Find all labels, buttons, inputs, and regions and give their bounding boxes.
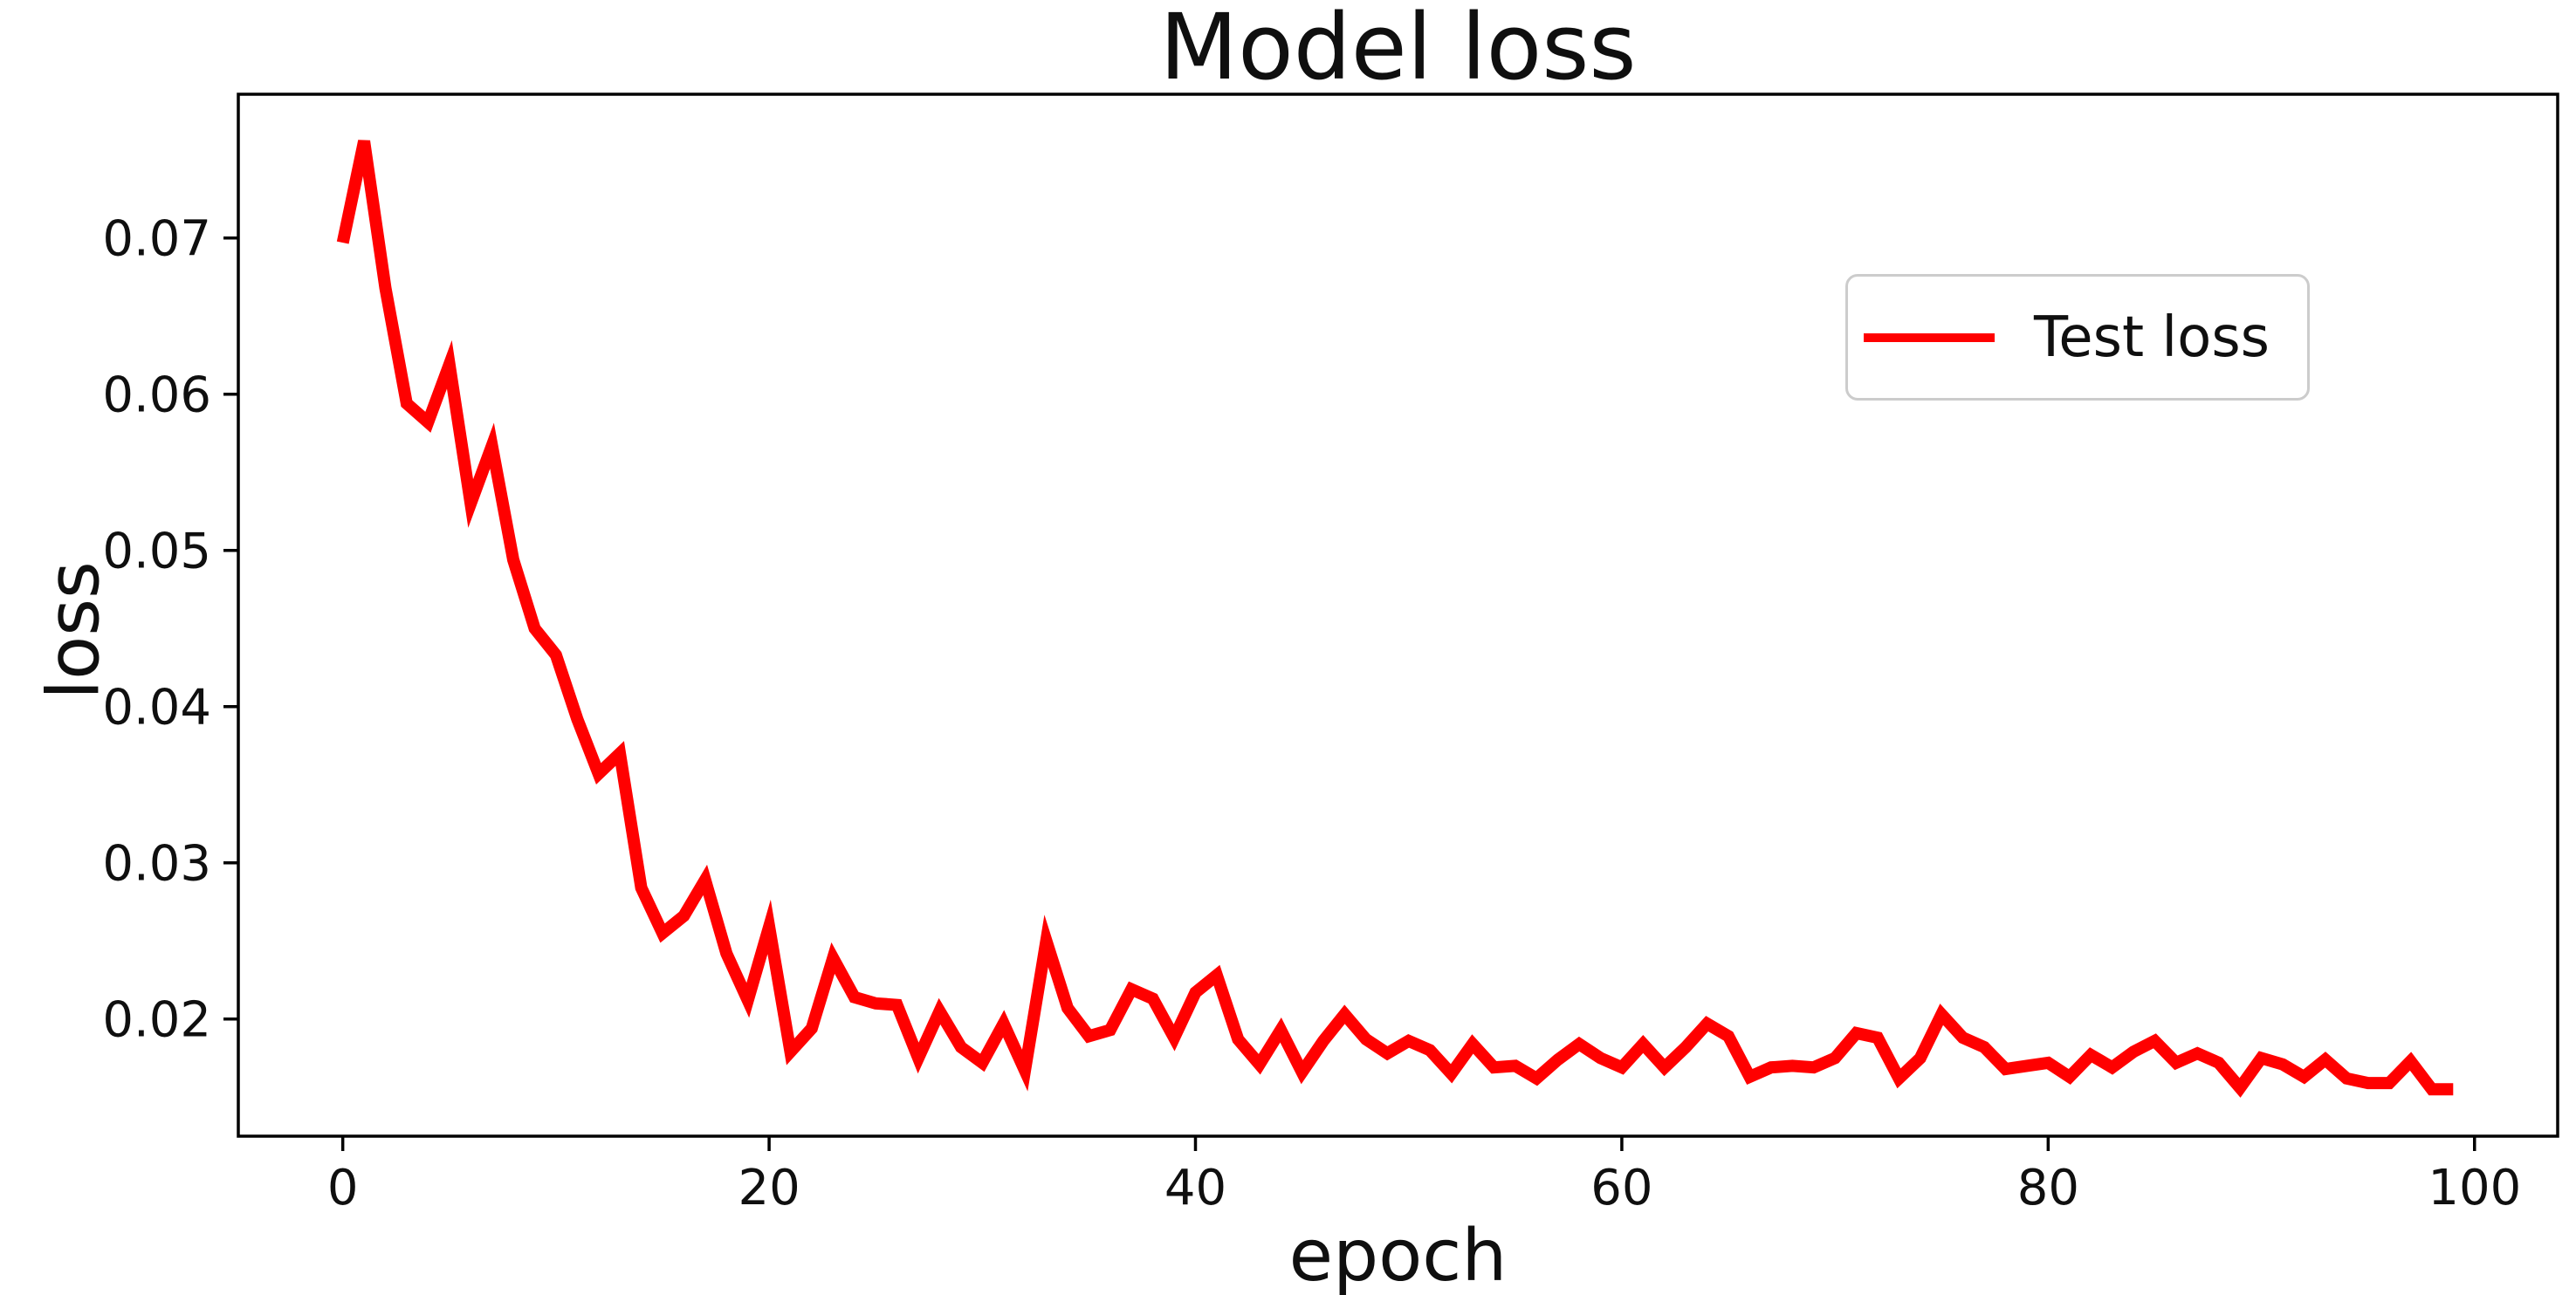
test-loss-line [336,140,2454,1098]
legend-label: Test loss [2034,305,2270,370]
x-axis-label: epoch [1288,1215,1508,1295]
x-tick-label: 80 [2017,1160,2079,1216]
x-tick-label: 100 [2428,1160,2521,1216]
x-tick-label: 0 [327,1160,359,1216]
y-axis-ticks: 0.02 0.03 0.04 0.05 0.06 0.07 [102,211,238,1049]
x-axis-ticks: 0 20 40 60 80 100 [327,1136,2521,1216]
legend: Test loss [1845,274,2310,401]
x-tick-label: 40 [1164,1160,1226,1216]
plot-border [237,92,2559,1138]
y-tick-label: 0.02 [102,992,211,1049]
y-tick-label: 0.04 [102,680,211,737]
y-tick-label: 0.07 [102,211,211,268]
x-tick-label: 20 [738,1160,800,1216]
y-tick-label: 0.06 [102,367,211,424]
legend-line-swatch [1864,332,1995,342]
y-tick-label: 0.05 [102,524,211,580]
y-tick-label: 0.03 [102,836,211,893]
x-tick-label: 60 [1590,1160,1652,1216]
chart-title: Model loss [1159,0,1637,100]
